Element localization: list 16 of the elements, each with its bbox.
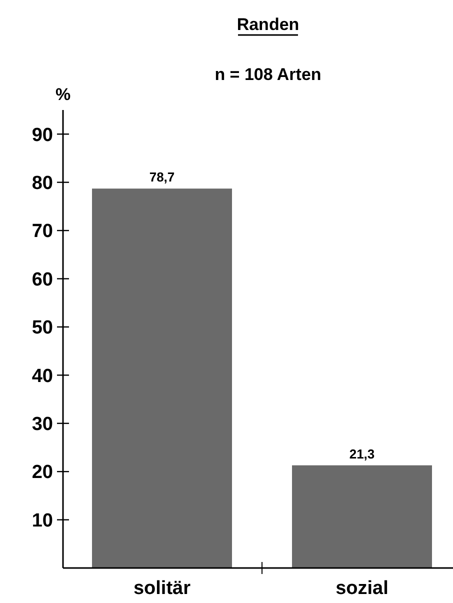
y-tick-label: 30 bbox=[32, 414, 53, 436]
data-label: 78,7 bbox=[149, 170, 175, 185]
data-label: 21,3 bbox=[349, 446, 375, 462]
x-tick-label: solitär bbox=[133, 578, 192, 599]
y-tick-label: 40 bbox=[32, 366, 53, 387]
y-tick-label: 70 bbox=[32, 221, 53, 242]
chart-subtitle: n = 108 Arten bbox=[214, 65, 322, 84]
y-tick-label: 90 bbox=[32, 124, 53, 146]
y-tick-label: 80 bbox=[32, 172, 53, 194]
chart-title: Randen bbox=[236, 15, 300, 34]
x-tick-label: sozial bbox=[336, 578, 388, 599]
y-tick-label: 20 bbox=[32, 462, 53, 484]
y-axis-title: % bbox=[55, 85, 71, 104]
y-tick-label: 50 bbox=[32, 318, 53, 339]
y-tick-label: 60 bbox=[32, 269, 53, 290]
y-tick-label: 10 bbox=[32, 510, 53, 532]
